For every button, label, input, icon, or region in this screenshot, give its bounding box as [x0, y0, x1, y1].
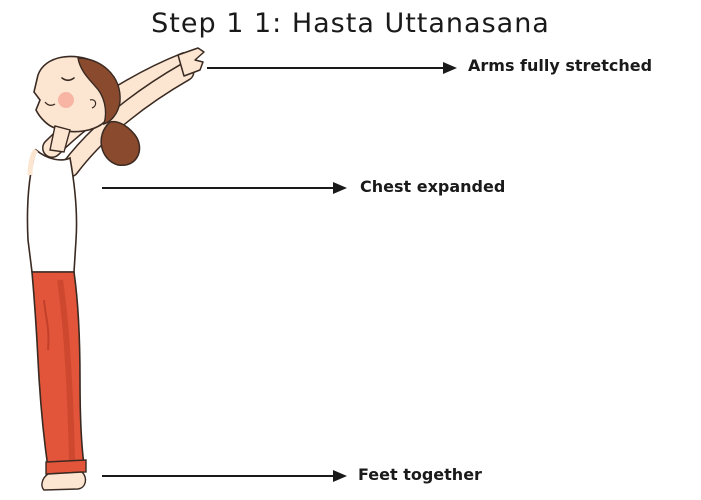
hands: [177, 47, 205, 77]
pants: [31, 271, 87, 475]
arrow-chest: [102, 182, 347, 194]
label-chest-expanded: Chest expanded: [360, 177, 506, 196]
label-feet-together: Feet together: [358, 465, 482, 484]
feet: [41, 471, 87, 491]
tank-top: [26, 148, 78, 273]
arrow-arms: [207, 62, 457, 74]
arrow-feet: [102, 470, 347, 482]
hair-ponytail: [100, 120, 141, 166]
neck: [49, 125, 71, 153]
head: [33, 55, 121, 133]
label-arms-fully-stretched: Arms fully stretched: [468, 56, 653, 75]
diagram-title: Step 1 1: Hasta Uttanasana: [151, 8, 550, 39]
